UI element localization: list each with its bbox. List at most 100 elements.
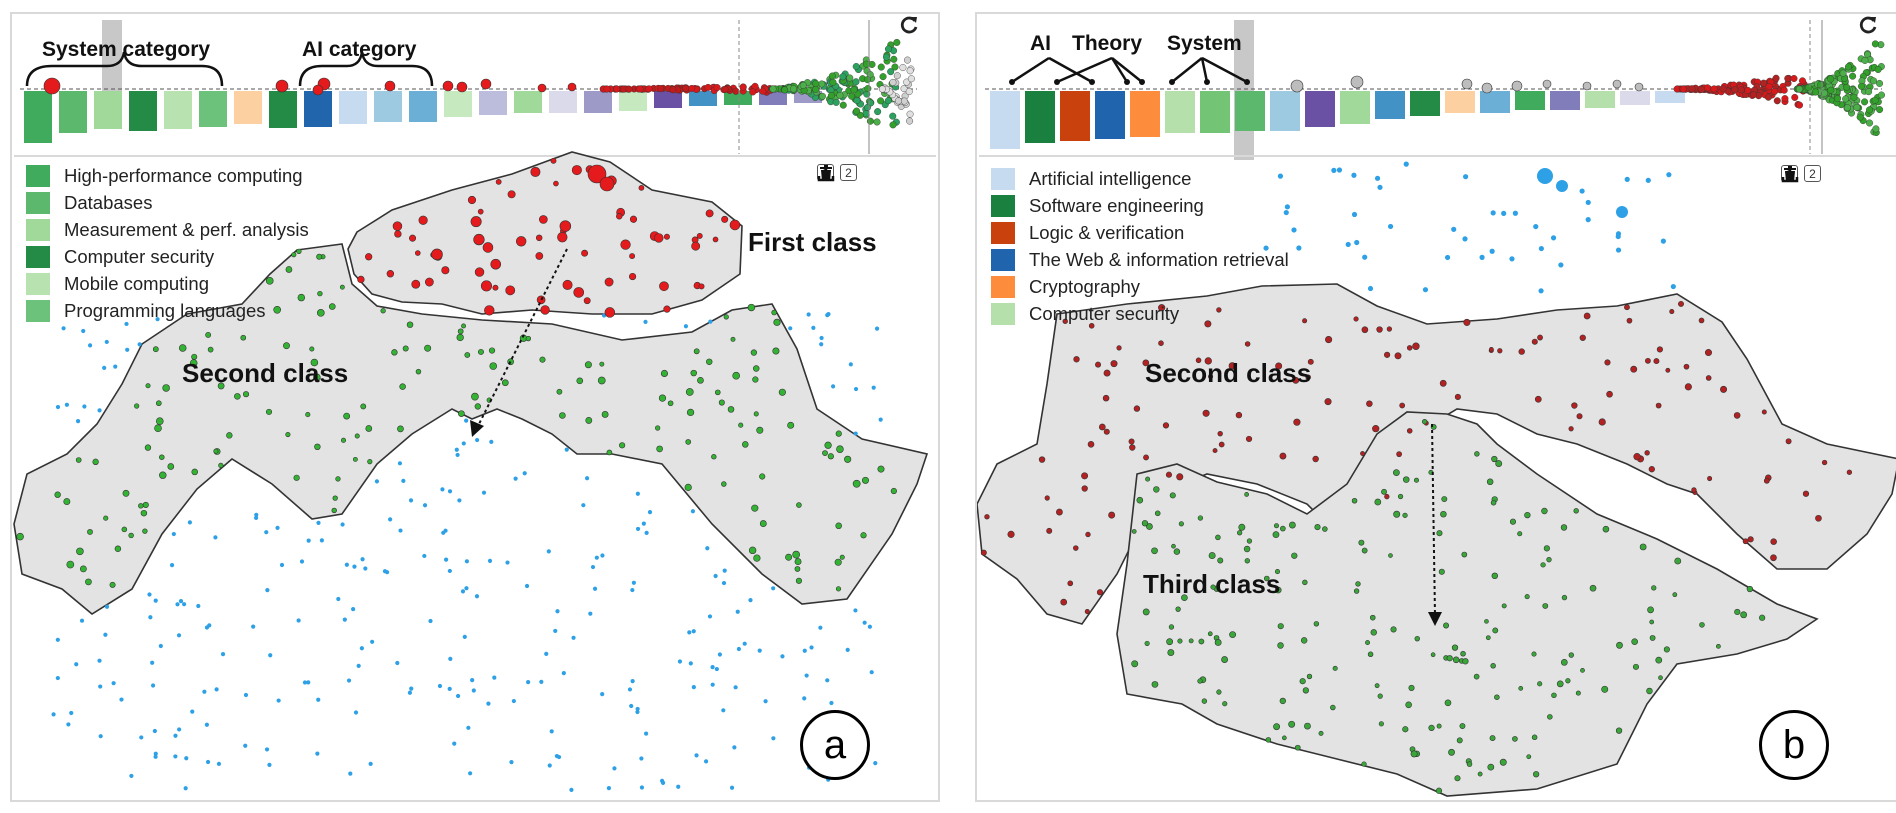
second-class-dot bbox=[750, 349, 758, 356]
unlabeled-dot bbox=[647, 510, 653, 515]
second-class-dot bbox=[1488, 346, 1494, 352]
first-class-dot bbox=[559, 220, 572, 232]
third-class-dot bbox=[1491, 572, 1499, 580]
unlabeled-dot bbox=[169, 563, 175, 568]
second-class-dot bbox=[464, 352, 471, 358]
view-2-button[interactable]: 2 bbox=[840, 164, 857, 181]
cluster-dot bbox=[1688, 85, 1696, 93]
cluster-dot bbox=[713, 84, 721, 92]
first-class-dot bbox=[535, 234, 543, 242]
legend-item[interactable]: Artificial intelligence bbox=[991, 165, 1289, 192]
legend-swatch bbox=[991, 194, 1015, 217]
third-class-dot bbox=[1663, 646, 1670, 653]
third-class-dot bbox=[1546, 556, 1552, 563]
legend-item[interactable]: The Web & information retrieval bbox=[991, 246, 1289, 273]
cluster-dot bbox=[1861, 98, 1869, 106]
legend-label: Cryptography bbox=[1029, 275, 1141, 297]
legend-label: High-performance computing bbox=[64, 164, 303, 186]
cluster-dot bbox=[645, 85, 653, 93]
third-class-dot bbox=[1405, 701, 1412, 709]
bubble-mark bbox=[456, 81, 468, 93]
second-class-dot bbox=[391, 349, 398, 356]
legend-item[interactable]: Logic & verification bbox=[991, 219, 1289, 246]
unlabeled-dot bbox=[825, 678, 830, 683]
third-class-dot bbox=[1402, 512, 1408, 518]
unlabeled-dot bbox=[344, 562, 349, 567]
cluster-dot bbox=[827, 92, 835, 100]
category-bar bbox=[724, 91, 752, 105]
label-arrow bbox=[1171, 57, 1203, 83]
second-class-dot bbox=[331, 507, 337, 514]
unlabeled-dot bbox=[1616, 206, 1628, 218]
third-class-dot bbox=[1615, 727, 1623, 734]
second-class-dot bbox=[458, 410, 465, 417]
download-icon[interactable] bbox=[1781, 165, 1799, 183]
third-class-dot bbox=[1435, 787, 1443, 794]
legend-item[interactable]: Measurement & perf. analysis bbox=[26, 216, 309, 243]
legend-item[interactable]: Computer security bbox=[26, 243, 309, 270]
view-2-button[interactable]: 2 bbox=[1804, 165, 1821, 182]
legend-item[interactable]: High-performance computing bbox=[26, 162, 309, 189]
refresh-icon[interactable] bbox=[1857, 14, 1879, 36]
second-class-dot bbox=[456, 333, 464, 342]
second-class-dot bbox=[1669, 308, 1675, 315]
third-class-dot bbox=[1499, 758, 1507, 766]
panel-a-canvas[interactable] bbox=[12, 14, 938, 800]
second-class-dot bbox=[1116, 345, 1122, 351]
third-class-dot bbox=[1466, 761, 1473, 767]
second-class-dot bbox=[1626, 317, 1633, 324]
arrow-tip bbox=[1169, 79, 1175, 85]
unlabeled-dot bbox=[555, 609, 560, 614]
second-class-dot bbox=[1846, 469, 1853, 475]
second-class-dot bbox=[1624, 304, 1630, 311]
unlabeled-dot bbox=[819, 342, 824, 347]
unlabeled-dot bbox=[526, 680, 531, 685]
unlabeled-dot bbox=[569, 787, 574, 793]
second-class-dot bbox=[1598, 418, 1606, 426]
panel-b-canvas[interactable] bbox=[977, 14, 1896, 800]
second-class-dot bbox=[619, 442, 626, 449]
download-icon[interactable] bbox=[817, 164, 835, 182]
second-class-dot bbox=[291, 252, 297, 258]
unlabeled-dot bbox=[714, 666, 719, 672]
second-class-dot bbox=[1302, 318, 1308, 324]
unlabeled-dot bbox=[1387, 223, 1394, 230]
third-class-dot bbox=[1243, 545, 1251, 553]
unlabeled-dot bbox=[735, 609, 740, 614]
unlabeled-dot bbox=[471, 688, 476, 693]
second-class-dot bbox=[1195, 357, 1202, 364]
cluster-dot bbox=[852, 63, 860, 71]
third-class-dot bbox=[1517, 531, 1523, 537]
unlabeled-dot bbox=[690, 509, 696, 514]
unlabeled-dot bbox=[748, 598, 753, 603]
legend-item[interactable]: Databases bbox=[26, 189, 309, 216]
second-class-dot bbox=[207, 346, 214, 353]
cluster-dot bbox=[1866, 119, 1874, 127]
legend-item[interactable]: Computer security bbox=[991, 300, 1289, 327]
second-class-dot bbox=[1761, 409, 1767, 415]
second-class-dot bbox=[1698, 317, 1705, 324]
legend-item[interactable]: Software engineering bbox=[991, 192, 1289, 219]
third-class-dot bbox=[1649, 619, 1655, 625]
unlabeled-dot bbox=[204, 722, 209, 727]
legend-item[interactable]: Cryptography bbox=[991, 273, 1289, 300]
unlabeled-dot bbox=[867, 624, 873, 629]
third-class-dot bbox=[1440, 510, 1447, 518]
unlabeled-dot bbox=[153, 754, 158, 759]
cluster-dot bbox=[1827, 75, 1835, 83]
third-class-dot bbox=[1477, 771, 1483, 777]
cluster-dot bbox=[1856, 113, 1864, 121]
unlabeled-dot bbox=[1374, 175, 1381, 181]
legend-item[interactable]: Mobile computing bbox=[26, 270, 309, 297]
legend-item[interactable]: Programming languages bbox=[26, 297, 309, 324]
second-class-dot bbox=[1044, 495, 1050, 501]
panel-b-legend: Artificial intelligence Software enginee… bbox=[991, 165, 1289, 327]
second-class-dot bbox=[142, 528, 148, 534]
unlabeled-dot bbox=[205, 759, 211, 765]
second-class-dot bbox=[1353, 316, 1359, 322]
unlabeled-dot bbox=[1558, 262, 1564, 268]
refresh-icon[interactable] bbox=[898, 14, 920, 36]
second-class-dot bbox=[87, 529, 93, 535]
second-class-dot bbox=[1704, 349, 1712, 357]
first-class-dot bbox=[480, 280, 493, 292]
